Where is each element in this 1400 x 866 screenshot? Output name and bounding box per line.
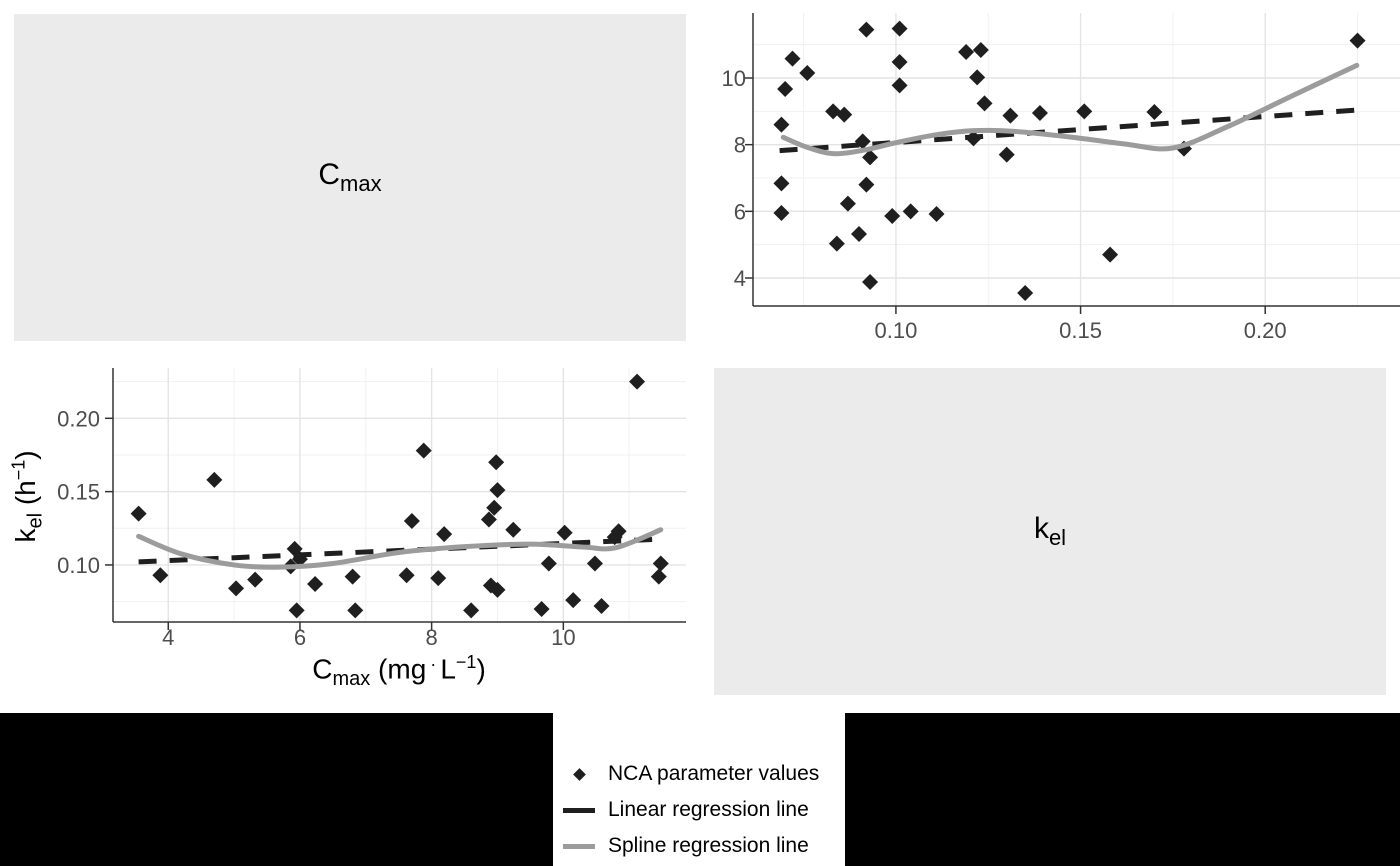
diamond-point-icon	[562, 767, 596, 781]
legend-label: NCA parameter values	[608, 762, 820, 785]
svg-text:0.20: 0.20	[57, 406, 100, 431]
gray-line-icon	[562, 843, 596, 849]
scatter-plot-kel-vs-cmax: 4 6 8 10 0.10 0.15 0.20	[57, 368, 686, 650]
svg-text:4: 4	[162, 625, 174, 650]
svg-text:4: 4	[734, 266, 746, 291]
svg-text:0.20: 0.20	[1244, 318, 1287, 343]
middle-dot: ·	[430, 654, 437, 675]
dashed-line-icon	[562, 807, 596, 813]
svg-text:8: 8	[426, 625, 438, 650]
x-axis-title-cmax: Cmax (mg · L−1)	[312, 652, 486, 690]
svg-text:8: 8	[734, 133, 746, 158]
svg-text:0.15: 0.15	[57, 480, 100, 505]
svg-text:10: 10	[722, 66, 746, 91]
diagonal-label-cmax: Cmax	[318, 158, 382, 196]
bottom-matte-band: NCA parameter values Linear regression l…	[0, 713, 1400, 866]
svg-text:0.10: 0.10	[57, 553, 100, 578]
legend-label: Spline regression line	[608, 834, 809, 857]
svg-text:6: 6	[734, 199, 746, 224]
legend: NCA parameter values Linear regression l…	[553, 713, 845, 866]
legend-item-points: NCA parameter values	[562, 756, 845, 792]
y-axis-title-kel: kel (h−1)	[8, 450, 47, 543]
diagonal-panel-kel: kel	[714, 368, 1386, 695]
svg-text:0.10: 0.10	[875, 318, 918, 343]
svg-text:6: 6	[294, 625, 306, 650]
diagonal-label-kel: kel	[1033, 512, 1067, 550]
svg-text:0.15: 0.15	[1059, 318, 1102, 343]
svg-text:10: 10	[551, 625, 575, 650]
scatter-plot-cmax-vs-kel: 0.10 0.15 0.20 4 6 8 10	[722, 13, 1400, 343]
legend-item-spline: Spline regression line	[562, 828, 845, 864]
diagonal-panel-cmax: Cmax	[14, 14, 686, 341]
legend-item-linear: Linear regression line	[562, 792, 845, 828]
legend-label: Linear regression line	[608, 798, 809, 821]
